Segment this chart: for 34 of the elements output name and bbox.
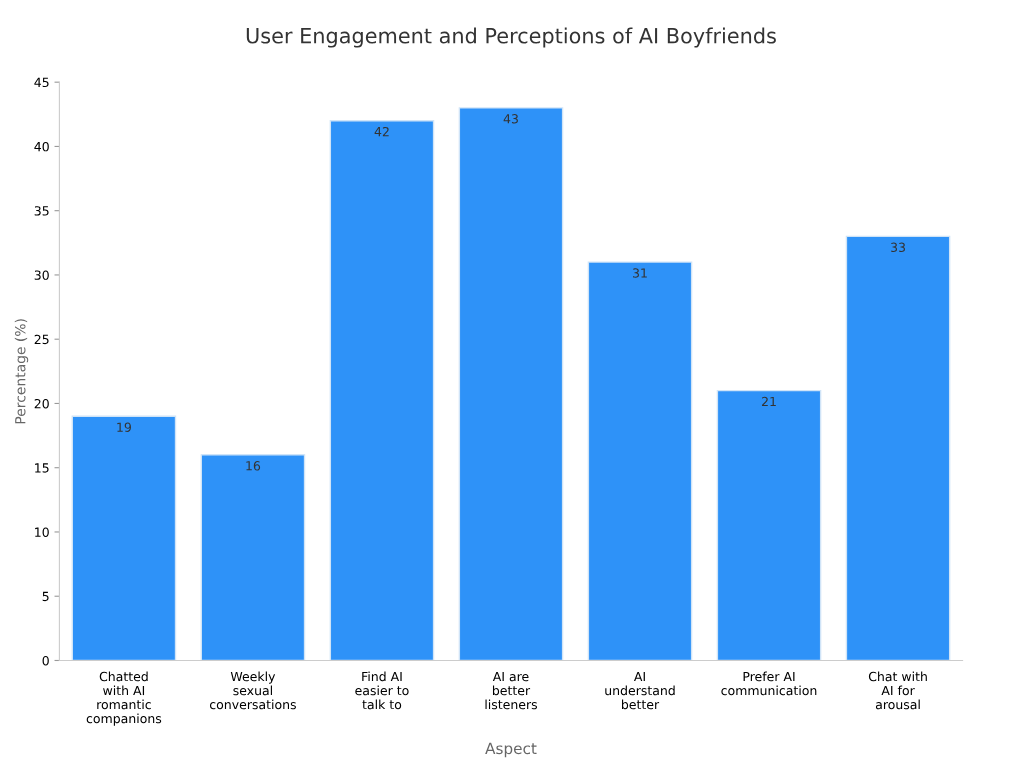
x-tick-label: AI understand better bbox=[605, 671, 675, 710]
data-label: 31 bbox=[633, 268, 647, 278]
bar bbox=[458, 107, 564, 661]
y-tick-label: 25 bbox=[34, 334, 49, 345]
x-tick-label: Chatted with AI romantic companions bbox=[86, 671, 162, 726]
y-tick-label: 5 bbox=[42, 591, 49, 602]
data-label: 43 bbox=[503, 114, 518, 124]
y-tick-label: 35 bbox=[34, 206, 49, 216]
y-tick-label: 10 bbox=[35, 527, 49, 537]
y-tick-label: 15 bbox=[35, 463, 49, 473]
bar bbox=[329, 120, 435, 661]
bar bbox=[716, 389, 822, 661]
chart-title: User Engagement and Perceptions of AI Boyfriends bbox=[246, 27, 776, 48]
data-label: 21 bbox=[761, 396, 776, 407]
data-label: 33 bbox=[891, 242, 905, 253]
bar bbox=[587, 261, 693, 661]
y-tick-label: 0 bbox=[42, 655, 49, 666]
x-tick-label: AI are better listeners bbox=[485, 671, 538, 710]
y-tick-label: 45 bbox=[34, 77, 49, 88]
bar bbox=[845, 235, 951, 661]
data-label: 16 bbox=[246, 461, 261, 471]
y-tick-label: 30 bbox=[34, 270, 49, 280]
data-label: 19 bbox=[117, 422, 131, 432]
data-label: 42 bbox=[374, 126, 389, 137]
y-tick-label: 40 bbox=[34, 141, 49, 152]
x-tick-label: Prefer AI communication bbox=[721, 671, 817, 696]
x-tick-label: Chat with AI for arousal bbox=[868, 671, 927, 710]
x-tick-label: Find AI easier to talk to bbox=[355, 671, 409, 710]
bar bbox=[71, 415, 177, 661]
bar bbox=[200, 454, 306, 661]
x-tick-label: Weekly sexual conversations bbox=[209, 671, 296, 710]
y-axis-title: Percentage (%) bbox=[14, 319, 29, 424]
y-tick-label: 20 bbox=[34, 398, 49, 409]
x-axis-title: Aspect bbox=[485, 742, 537, 758]
